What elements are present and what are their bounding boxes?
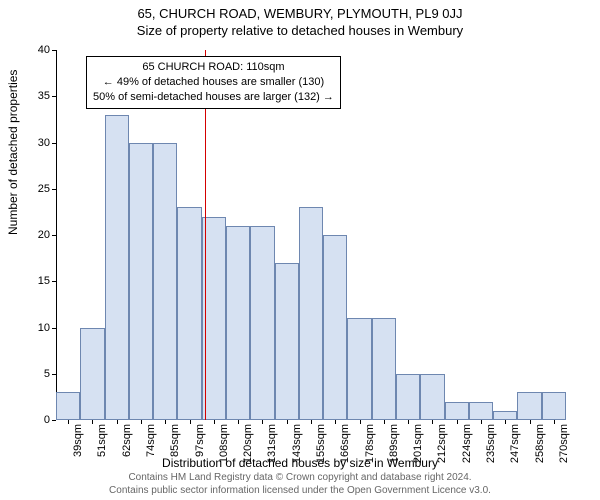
bar bbox=[542, 392, 566, 420]
x-tick-mark bbox=[311, 420, 312, 424]
y-tick-label: 20 bbox=[38, 229, 50, 241]
x-tick-label: 85sqm bbox=[169, 424, 181, 457]
annotation-line-2: ← 49% of detached houses are smaller (13… bbox=[93, 75, 334, 90]
x-tick-mark bbox=[117, 420, 118, 424]
y-tick-mark bbox=[52, 189, 56, 190]
x-tick-mark bbox=[92, 420, 93, 424]
x-tick-mark bbox=[262, 420, 263, 424]
bar bbox=[250, 226, 274, 420]
bar bbox=[445, 402, 469, 421]
footer: Contains HM Land Registry data © Crown c… bbox=[0, 472, 600, 497]
x-tick-mark bbox=[432, 420, 433, 424]
bar bbox=[493, 411, 517, 420]
x-axis-label: Distribution of detached houses by size … bbox=[0, 456, 600, 470]
annotation-line-3: 50% of semi-detached houses are larger (… bbox=[93, 90, 334, 105]
y-tick-label: 15 bbox=[38, 275, 50, 287]
y-tick-label: 35 bbox=[38, 90, 50, 102]
chart-container: 65, CHURCH ROAD, WEMBURY, PLYMOUTH, PL9 … bbox=[0, 0, 600, 500]
bar bbox=[129, 143, 153, 421]
x-tick-mark bbox=[335, 420, 336, 424]
y-tick-label: 40 bbox=[38, 44, 50, 56]
y-tick-mark bbox=[52, 281, 56, 282]
y-tick-mark bbox=[52, 328, 56, 329]
x-tick-mark bbox=[190, 420, 191, 424]
y-tick-mark bbox=[52, 143, 56, 144]
address-line: 65, CHURCH ROAD, WEMBURY, PLYMOUTH, PL9 … bbox=[0, 6, 600, 21]
subtitle: Size of property relative to detached ho… bbox=[0, 23, 600, 38]
x-tick-mark bbox=[165, 420, 166, 424]
y-tick-label: 0 bbox=[44, 414, 50, 426]
y-axis-label: Number of detached properties bbox=[6, 70, 20, 235]
bar bbox=[299, 207, 323, 420]
y-tick-mark bbox=[52, 420, 56, 421]
x-tick-mark bbox=[214, 420, 215, 424]
y-tick-label: 25 bbox=[38, 183, 50, 195]
bar bbox=[372, 318, 396, 420]
plot-area: 65 CHURCH ROAD: 110sqm ← 49% of detached… bbox=[56, 50, 566, 420]
bar bbox=[469, 402, 493, 421]
y-tick-label: 5 bbox=[44, 368, 50, 380]
x-tick-mark bbox=[530, 420, 531, 424]
bar bbox=[177, 207, 201, 420]
y-tick-mark bbox=[52, 50, 56, 51]
x-tick-label: 51sqm bbox=[96, 424, 108, 457]
bar bbox=[347, 318, 371, 420]
bar bbox=[153, 143, 177, 421]
bar bbox=[275, 263, 299, 420]
x-tick-mark bbox=[68, 420, 69, 424]
y-tick-label: 30 bbox=[38, 137, 50, 149]
title-block: 65, CHURCH ROAD, WEMBURY, PLYMOUTH, PL9 … bbox=[0, 0, 600, 38]
bar bbox=[80, 328, 104, 421]
y-tick-mark bbox=[52, 96, 56, 97]
x-tick-mark bbox=[554, 420, 555, 424]
annotation-box: 65 CHURCH ROAD: 110sqm ← 49% of detached… bbox=[86, 56, 341, 109]
bar bbox=[420, 374, 444, 420]
x-tick-mark bbox=[238, 420, 239, 424]
x-tick-mark bbox=[384, 420, 385, 424]
x-tick-mark bbox=[360, 420, 361, 424]
x-tick-mark bbox=[457, 420, 458, 424]
x-tick-mark bbox=[287, 420, 288, 424]
x-tick-label: 39sqm bbox=[72, 424, 84, 457]
y-tick-mark bbox=[52, 374, 56, 375]
x-tick-label: 62sqm bbox=[121, 424, 133, 457]
bar bbox=[226, 226, 250, 420]
bar bbox=[56, 392, 80, 420]
footer-line-1: Contains HM Land Registry data © Crown c… bbox=[0, 472, 600, 485]
y-tick-label: 10 bbox=[38, 322, 50, 334]
x-tick-label: 97sqm bbox=[194, 424, 206, 457]
x-tick-label: 74sqm bbox=[145, 424, 157, 457]
x-tick-mark bbox=[505, 420, 506, 424]
footer-line-2: Contains public sector information licen… bbox=[0, 485, 600, 498]
y-tick-mark bbox=[52, 235, 56, 236]
annotation-line-1: 65 CHURCH ROAD: 110sqm bbox=[93, 60, 334, 75]
bar bbox=[323, 235, 347, 420]
x-tick-mark bbox=[408, 420, 409, 424]
bar bbox=[396, 374, 420, 420]
x-tick-mark bbox=[481, 420, 482, 424]
bar bbox=[517, 392, 541, 420]
x-tick-mark bbox=[141, 420, 142, 424]
bar bbox=[105, 115, 129, 420]
